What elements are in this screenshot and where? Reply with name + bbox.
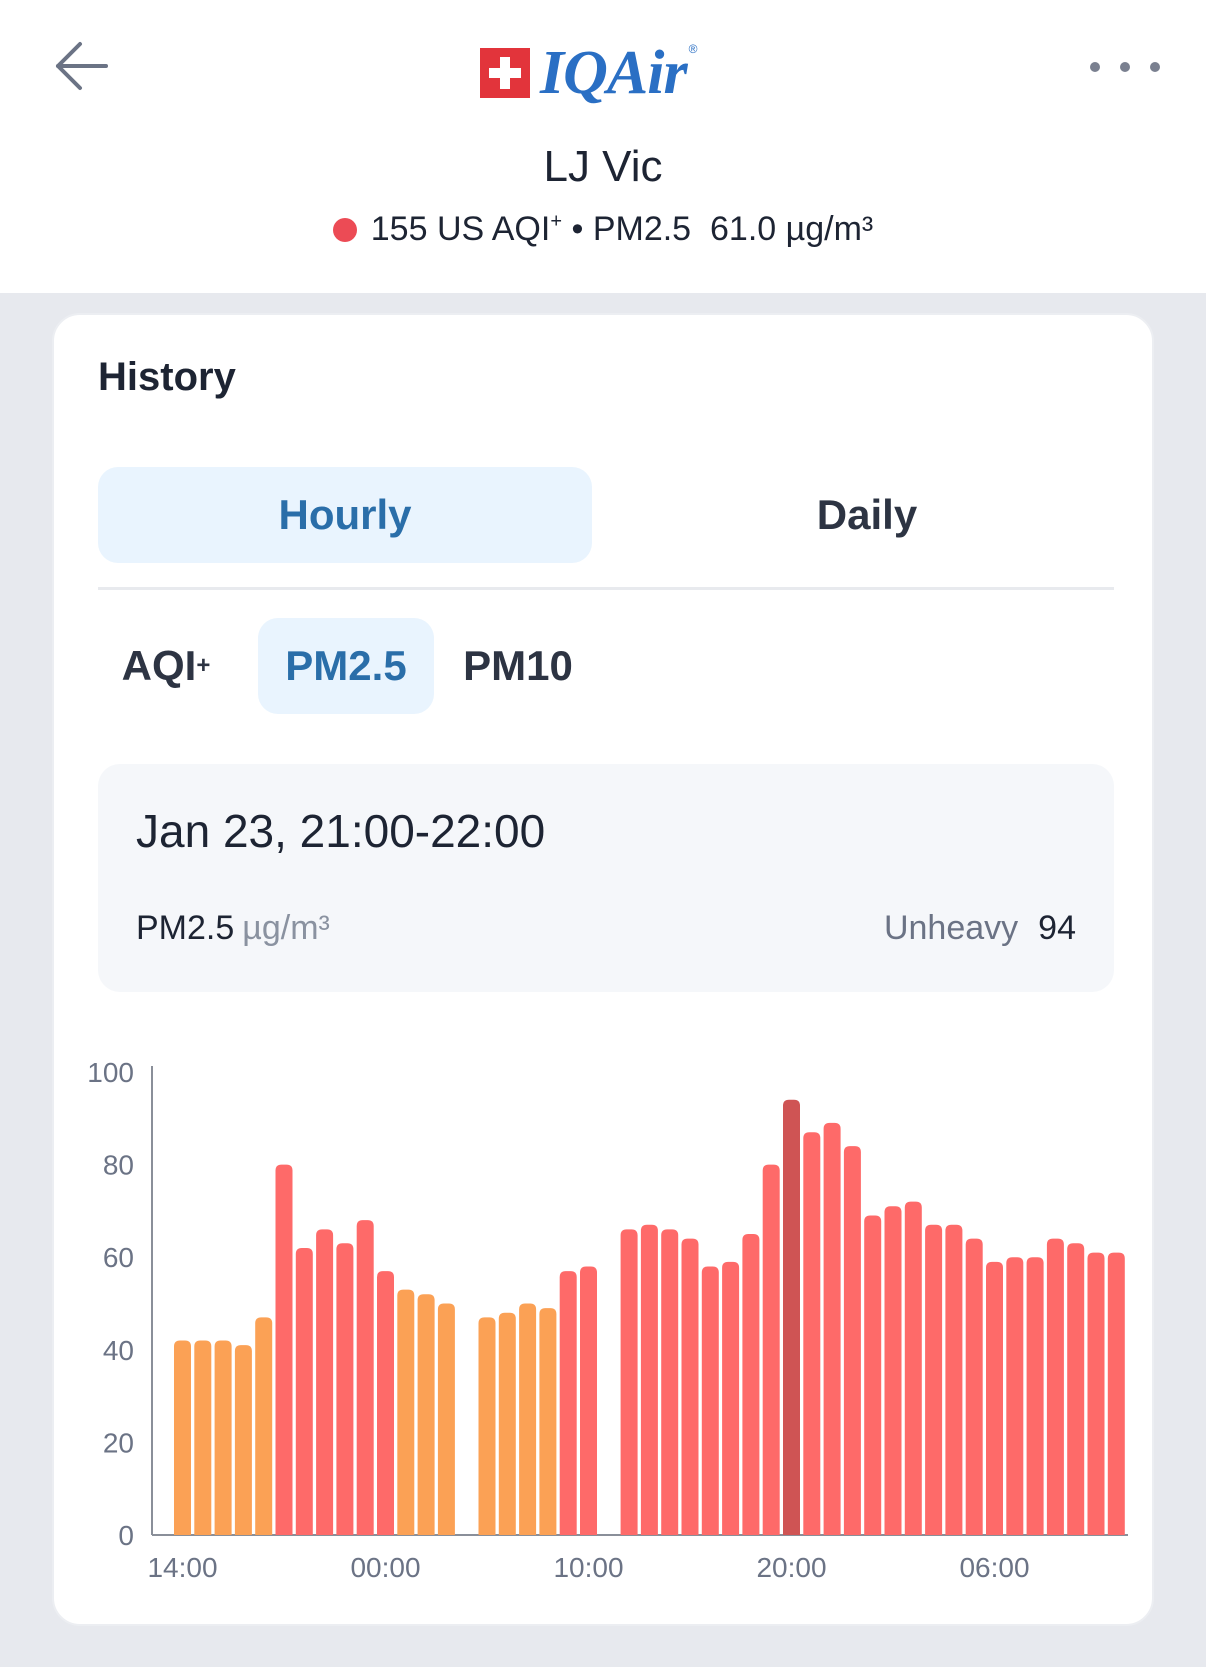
pm25-hourly-bar-chart[interactable]: 0 20 40 60 80 100 14:00 00:00 10:00 20:00 06:00 [0, 1050, 1206, 1610]
chart-bar[interactable] [1067, 1243, 1085, 1535]
chart-bar[interactable] [904, 1201, 922, 1535]
chart-bar[interactable] [519, 1303, 537, 1536]
chart-bar[interactable] [356, 1220, 374, 1535]
chart-bar[interactable] [762, 1164, 780, 1535]
chart-bar[interactable] [417, 1294, 435, 1535]
more-dot-icon [1090, 62, 1100, 72]
chart-bar[interactable] [823, 1122, 841, 1535]
tab-daily[interactable]: Daily [816, 491, 918, 538]
pollutant-label: PM2.5 [592, 210, 692, 248]
aqi-value: 155 [370, 210, 428, 248]
chart-bar[interactable] [701, 1266, 719, 1535]
info-level-value: Unheavy 94 [884, 909, 1076, 948]
status-separator: • [571, 210, 584, 248]
chart-bar[interactable] [1026, 1257, 1044, 1535]
chart-bar[interactable] [965, 1238, 983, 1535]
chart-bar[interactable] [1107, 1252, 1125, 1535]
chart-bar[interactable] [1046, 1238, 1064, 1535]
more-options-button[interactable] [1090, 50, 1160, 84]
chart-bar[interactable] [275, 1164, 293, 1535]
chart-bar[interactable] [377, 1271, 394, 1535]
chart-bar[interactable] [336, 1243, 354, 1535]
chart-bar[interactable] [722, 1261, 740, 1535]
x-tick-label: 00:00 [350, 1552, 420, 1583]
info-metric-unit: µg/m³ [242, 909, 330, 947]
y-tick-label: 40 [103, 1335, 134, 1366]
chart-bar[interactable] [1006, 1257, 1024, 1535]
y-tick-label: 0 [118, 1520, 134, 1551]
y-tick-label: 100 [87, 1057, 134, 1088]
tab-aqi[interactable]: AQI + [98, 618, 234, 714]
logo-text: IQAir [540, 39, 688, 107]
info-metric: PM2.5 µg/m³ [136, 909, 330, 948]
chart-bar[interactable] [945, 1224, 963, 1535]
chart-bar[interactable] [559, 1271, 577, 1535]
swiss-flag-icon [480, 48, 530, 98]
info-metric-label: PM2.5 [136, 909, 235, 947]
y-tick-label: 60 [103, 1242, 134, 1273]
chart-bar[interactable] [925, 1224, 943, 1535]
chart-bar[interactable] [397, 1289, 415, 1535]
tab-aqi-sup: + [196, 652, 211, 679]
tab-aqi-label: AQI [121, 642, 197, 689]
chart-bar[interactable] [295, 1247, 313, 1535]
more-dot-icon [1120, 62, 1130, 72]
arrow-left-icon [56, 42, 108, 90]
station-name: LJ Vic [543, 142, 663, 191]
chart-bar[interactable] [864, 1215, 882, 1535]
chart-bar[interactable] [884, 1206, 902, 1535]
tab-pm10[interactable]: PM10 [463, 642, 573, 689]
info-level: Unheavy [883, 909, 1019, 947]
chart-bar[interactable] [661, 1229, 679, 1535]
chart-bar[interactable] [783, 1099, 800, 1535]
card-title: History [98, 355, 236, 399]
chart-bar[interactable] [194, 1340, 212, 1535]
chart-bar[interactable] [742, 1234, 760, 1535]
selected-hour-info: Jan 23, 21:00-22:00 PM2.5 µg/m³ Unheavy 94 [98, 764, 1114, 992]
tabs-divider [98, 587, 1114, 590]
x-tick-label: 10:00 [553, 1552, 623, 1583]
tab-pm25[interactable]: PM2.5 [258, 618, 434, 714]
aqi-label: US AQI [436, 210, 551, 248]
more-dot-icon [1150, 62, 1160, 72]
info-date-range: Jan 23, 21:00-22:00 [136, 805, 546, 857]
chart-bar[interactable] [803, 1132, 821, 1535]
chart-bar[interactable] [580, 1266, 597, 1535]
logo-registered-mark: ® [688, 42, 698, 56]
x-tick-label: 20:00 [756, 1552, 826, 1583]
chart-bar[interactable] [986, 1261, 1003, 1535]
chart-bar[interactable] [681, 1238, 699, 1535]
chart-bar[interactable] [620, 1229, 638, 1535]
y-tick-label: 80 [103, 1150, 134, 1181]
chart-bar[interactable] [498, 1312, 516, 1535]
chart-bar[interactable] [437, 1303, 455, 1536]
info-value: 94 [1038, 909, 1076, 947]
y-tick-label: 20 [103, 1427, 134, 1458]
aqi-sup: + [550, 210, 563, 233]
tab-hourly[interactable]: Hourly [98, 467, 592, 563]
chart-bar[interactable] [255, 1317, 273, 1535]
iqair-logo: IQAir ® [480, 38, 697, 108]
chart-bar[interactable] [640, 1224, 658, 1535]
pollutant-value: 61.0 µg/m³ [710, 210, 874, 248]
chart-bar[interactable] [478, 1317, 496, 1535]
chart-bar[interactable] [539, 1308, 557, 1535]
back-button[interactable] [50, 38, 120, 94]
station-status: 155 US AQI+ • PM2.5 61.0 µg/m³ [0, 210, 1206, 249]
x-tick-label: 14:00 [147, 1552, 217, 1583]
x-tick-label: 06:00 [959, 1552, 1029, 1583]
chart-bar[interactable] [1087, 1252, 1105, 1535]
chart-bar[interactable] [316, 1229, 334, 1535]
metric-tabs: AQI + PM2.5 PM10 [98, 618, 698, 714]
chart-bar[interactable] [843, 1146, 861, 1535]
status-dot-icon [332, 218, 357, 242]
chart-bar[interactable] [174, 1340, 191, 1535]
period-tabs: Hourly Daily [98, 467, 1114, 565]
chart-bar[interactable] [234, 1345, 252, 1535]
app-header: IQAir ® LJ Vic 155 US AQI+ • PM2.5 61.0 … [0, 0, 1206, 293]
chart-bar[interactable] [214, 1340, 232, 1535]
